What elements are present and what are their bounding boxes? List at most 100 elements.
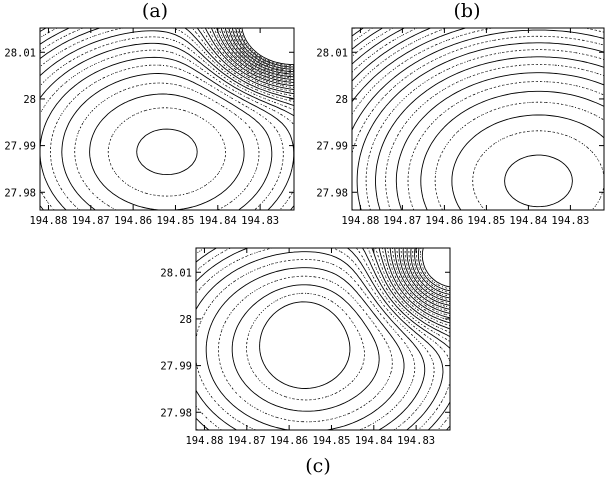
contour-level xyxy=(89,93,245,210)
contour-level xyxy=(40,49,294,210)
contour-level xyxy=(196,248,450,430)
contour-level xyxy=(352,28,405,65)
plot-frame xyxy=(195,247,451,431)
x-tick-label: 194.88 xyxy=(185,435,223,447)
contour-level xyxy=(226,28,294,76)
contour-level xyxy=(196,248,450,430)
contour-level xyxy=(40,28,294,92)
contour-level xyxy=(384,248,450,324)
contour-lines-2 xyxy=(196,248,450,430)
y-tick-label: 28 xyxy=(23,94,36,106)
contour-level xyxy=(451,114,604,210)
contour-level xyxy=(352,28,417,73)
contour-level xyxy=(107,107,226,197)
x-tick-label: 194.84 xyxy=(355,435,393,447)
x-tick-label: 194.83 xyxy=(397,435,435,447)
contour-level xyxy=(40,28,294,95)
contour-level xyxy=(375,248,450,333)
contour-level xyxy=(196,248,435,430)
contour-level xyxy=(394,248,450,314)
contour-level xyxy=(416,248,450,293)
contour-level xyxy=(417,248,450,292)
contour-level xyxy=(40,28,294,100)
contour-level xyxy=(240,28,294,67)
contour-level xyxy=(241,28,294,66)
x-tick-label: 194.88 xyxy=(341,215,379,227)
contour-level xyxy=(406,248,450,303)
contour-lines-0 xyxy=(40,28,294,210)
contour-level xyxy=(40,30,294,107)
contour-level xyxy=(404,248,450,304)
contour-level xyxy=(40,56,294,210)
contour-lines-1 xyxy=(352,28,604,210)
contour-level xyxy=(408,248,450,301)
contour-level xyxy=(407,81,604,210)
contour-level xyxy=(213,28,294,85)
panel-a: 194.88 194.87 194.86 194.85 194.84 194.83 28.0… xyxy=(4,27,295,227)
x-tick-label: 194.88 xyxy=(29,215,67,227)
contour-level xyxy=(414,248,450,295)
panel-b: 194.88 194.87 194.86 194.85 194.84 194.83 28.0… xyxy=(316,27,605,227)
contour-level xyxy=(434,101,604,210)
contour-level xyxy=(410,248,450,299)
contour-level xyxy=(392,248,450,317)
contour-level xyxy=(210,28,294,87)
contour-level xyxy=(231,284,380,412)
x-tick-label: 194.84 xyxy=(509,215,547,227)
contour-level xyxy=(352,35,604,210)
contour-level xyxy=(352,28,431,82)
contour-level xyxy=(61,73,273,210)
x-tick-label: 194.84 xyxy=(199,215,237,227)
y-tick-label: 27.98 xyxy=(316,187,348,199)
contour-level xyxy=(233,28,294,71)
contour-level xyxy=(231,28,294,73)
x-tick-label: 194.86 xyxy=(425,215,463,227)
contour-level xyxy=(196,248,450,430)
contour-level xyxy=(352,28,373,43)
contour-level xyxy=(356,42,604,210)
y-tick-label: 27.99 xyxy=(4,141,36,153)
contour-level xyxy=(420,90,604,210)
contour-level xyxy=(224,28,294,78)
contour-level xyxy=(419,248,450,290)
contour-level xyxy=(220,28,294,81)
contour-level xyxy=(504,154,573,208)
contour-level xyxy=(402,248,450,306)
contour-level xyxy=(235,28,294,70)
contour-level xyxy=(352,28,466,102)
contour-level xyxy=(205,267,405,430)
x-tick-label: 194.87 xyxy=(228,435,266,447)
y-tick-label: 28 xyxy=(179,314,192,326)
contour-level xyxy=(352,28,364,37)
panel-label-a: (a) xyxy=(141,0,169,22)
y-tick-label: 28.01 xyxy=(160,267,192,279)
contour-level xyxy=(40,28,294,103)
panel-c: 194.88 194.87 194.86 194.85 194.84 194.83 28.0… xyxy=(160,247,451,447)
contour-level xyxy=(40,28,294,97)
x-tick-label: 194.87 xyxy=(72,215,110,227)
contour-level xyxy=(230,28,294,74)
plot-frame xyxy=(351,27,605,211)
panel-label-b: (b) xyxy=(453,0,481,22)
contour-level xyxy=(246,292,365,401)
contour-level xyxy=(40,36,294,111)
x-tick-label: 194.85 xyxy=(467,215,505,227)
contour-level xyxy=(400,248,450,308)
contour-level xyxy=(371,248,450,430)
contour-level xyxy=(40,28,294,90)
contour-level xyxy=(136,128,198,176)
contour-level xyxy=(196,259,416,430)
y-tick-label: 27.99 xyxy=(316,141,348,153)
y-tick-label: 27.99 xyxy=(160,361,192,373)
contour-level xyxy=(421,248,450,288)
contour-level xyxy=(196,251,426,430)
contour-level xyxy=(387,248,450,321)
contour-level xyxy=(218,28,294,82)
contour-level xyxy=(74,82,260,210)
x-tick-label: 194.85 xyxy=(312,435,350,447)
contour-level xyxy=(236,28,294,69)
contour-level xyxy=(398,248,450,310)
contour-level xyxy=(389,248,450,319)
contour-level xyxy=(50,64,284,210)
